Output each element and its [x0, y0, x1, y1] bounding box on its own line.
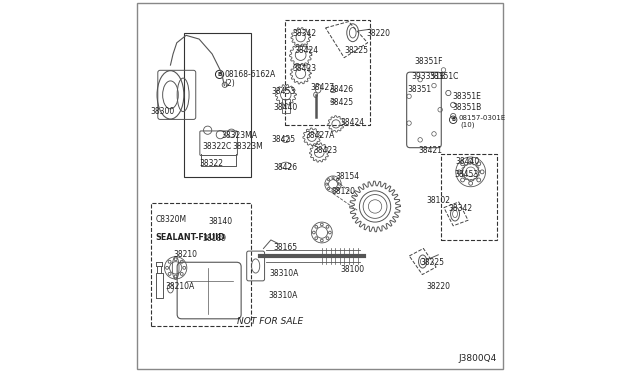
Bar	[441, 154, 497, 240]
Bar	[282, 99, 291, 113]
Text: B: B	[218, 72, 221, 77]
Text: 38440: 38440	[273, 103, 298, 112]
Text: 38351B: 38351B	[452, 103, 481, 112]
Text: SEALANT-FLUID: SEALANT-FLUID	[156, 233, 225, 242]
Text: 38323M: 38323M	[232, 142, 263, 151]
Text: (10): (10)	[461, 121, 475, 128]
Text: 38423: 38423	[292, 64, 316, 73]
Text: 38102: 38102	[426, 196, 450, 205]
Bar	[285, 20, 370, 125]
Text: 393351B: 393351B	[411, 72, 445, 81]
Text: 38310A: 38310A	[270, 269, 299, 278]
Text: 38322: 38322	[199, 159, 223, 168]
Text: B: B	[451, 117, 455, 122]
Text: 38351: 38351	[408, 85, 431, 94]
Text: 08168-6162A: 08168-6162A	[225, 70, 276, 79]
Text: 38310A: 38310A	[268, 291, 298, 300]
Text: 38220: 38220	[426, 282, 450, 291]
Text: 38210: 38210	[173, 250, 197, 259]
Text: 38100: 38100	[340, 265, 365, 274]
Bar	[151, 203, 251, 326]
Text: 38440: 38440	[456, 157, 480, 166]
Text: J3800Q4: J3800Q4	[458, 354, 497, 363]
Text: 38425: 38425	[330, 98, 353, 107]
Text: 38427: 38427	[310, 83, 335, 92]
Text: 38453: 38453	[454, 170, 478, 179]
Text: 38342: 38342	[449, 204, 472, 213]
Text: 38322C: 38322C	[203, 142, 232, 151]
Text: 38120: 38120	[332, 187, 356, 196]
Text: C8320M: C8320M	[156, 215, 187, 224]
Text: 38351E: 38351E	[452, 92, 481, 101]
Text: 38220: 38220	[367, 29, 390, 38]
Text: 38225: 38225	[420, 258, 444, 267]
Text: 38425: 38425	[271, 135, 296, 144]
Text: 38165: 38165	[273, 243, 298, 252]
Text: 38323MA: 38323MA	[221, 131, 257, 140]
Text: 38453: 38453	[271, 87, 296, 96]
Text: 38210A: 38210A	[166, 282, 195, 291]
Text: 38426: 38426	[273, 163, 298, 172]
Text: 38427A: 38427A	[306, 131, 335, 140]
Text: NOT FOR SALE: NOT FOR SALE	[237, 317, 303, 326]
Text: (2): (2)	[225, 79, 236, 88]
Text: 38426: 38426	[330, 85, 353, 94]
Text: 38300: 38300	[151, 107, 175, 116]
Text: 38424: 38424	[340, 118, 365, 127]
Text: 38189: 38189	[203, 234, 227, 243]
Text: 38424: 38424	[294, 46, 319, 55]
Bar	[184, 33, 251, 177]
Text: 38351C: 38351C	[429, 72, 459, 81]
Text: 38421: 38421	[419, 146, 443, 155]
Text: 38351F: 38351F	[415, 57, 444, 66]
Text: 38154: 38154	[335, 172, 360, 181]
Text: 38342: 38342	[292, 29, 316, 38]
Text: 38423: 38423	[314, 146, 337, 155]
Text: 08157-0301E: 08157-0301E	[458, 115, 506, 121]
Text: 38225: 38225	[344, 46, 368, 55]
Text: 38140: 38140	[209, 217, 232, 226]
